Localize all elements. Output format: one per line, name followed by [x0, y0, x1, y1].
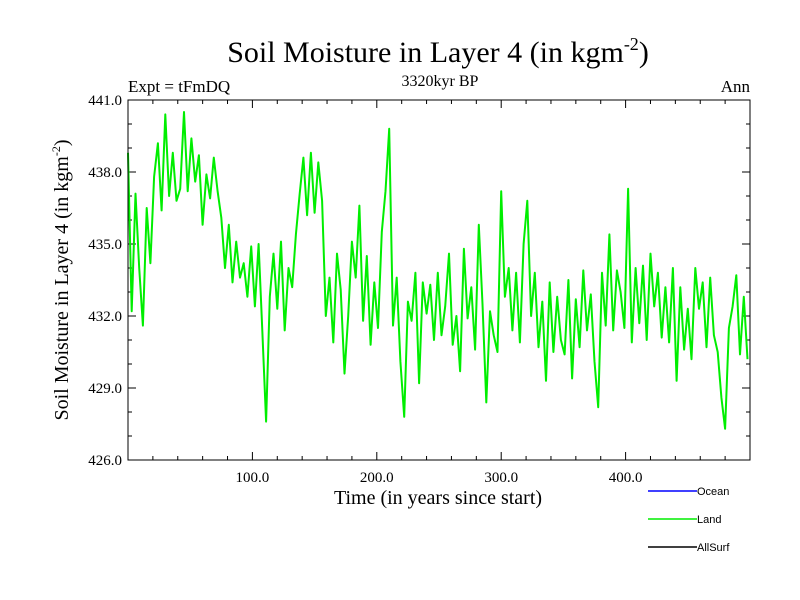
plot-frame	[127, 99, 751, 461]
legend-label-land: Land	[697, 514, 721, 526]
x-tick-label: 100.0	[236, 470, 270, 486]
y-tick-label: 426.0	[88, 453, 122, 469]
y-tick-label: 429.0	[88, 381, 122, 397]
y-tick-label: 435.0	[88, 237, 122, 253]
y-axis-label-exponent: -2	[49, 146, 63, 156]
legend-label-allsurf: AllSurf	[697, 542, 730, 554]
experiment-label: Expt = tFmDQ	[128, 77, 230, 96]
axis-ticks: 426.0 429.0 432.0 435.0 438.0 441.0 100.0 200.0…	[88, 93, 750, 486]
season-label: Ann	[721, 77, 751, 96]
chart-title-exponent: -2	[624, 34, 639, 54]
y-tick-label: 432.0	[88, 309, 122, 325]
x-tick-label: 300.0	[484, 470, 518, 486]
chart-subtitle: 3320kyr BP	[402, 73, 479, 90]
x-tick-label: 400.0	[609, 470, 643, 486]
y-axis-label: Soil Moisture in Layer 4 (in kgm-2)	[49, 139, 73, 420]
x-tick-label: 200.0	[360, 470, 394, 486]
y-tick-label: 441.0	[88, 93, 122, 109]
y-tick-label: 438.0	[88, 165, 122, 181]
series-line-land	[127, 111, 749, 430]
legend-label-ocean: Ocean	[697, 486, 729, 498]
x-axis-label: Time (in years since start)	[334, 487, 542, 509]
series-lines	[127, 111, 749, 430]
legend: Ocean Land AllSurf	[648, 486, 730, 554]
chart-title: Soil Moisture in Layer 4 (in kgm-2)	[227, 34, 649, 69]
